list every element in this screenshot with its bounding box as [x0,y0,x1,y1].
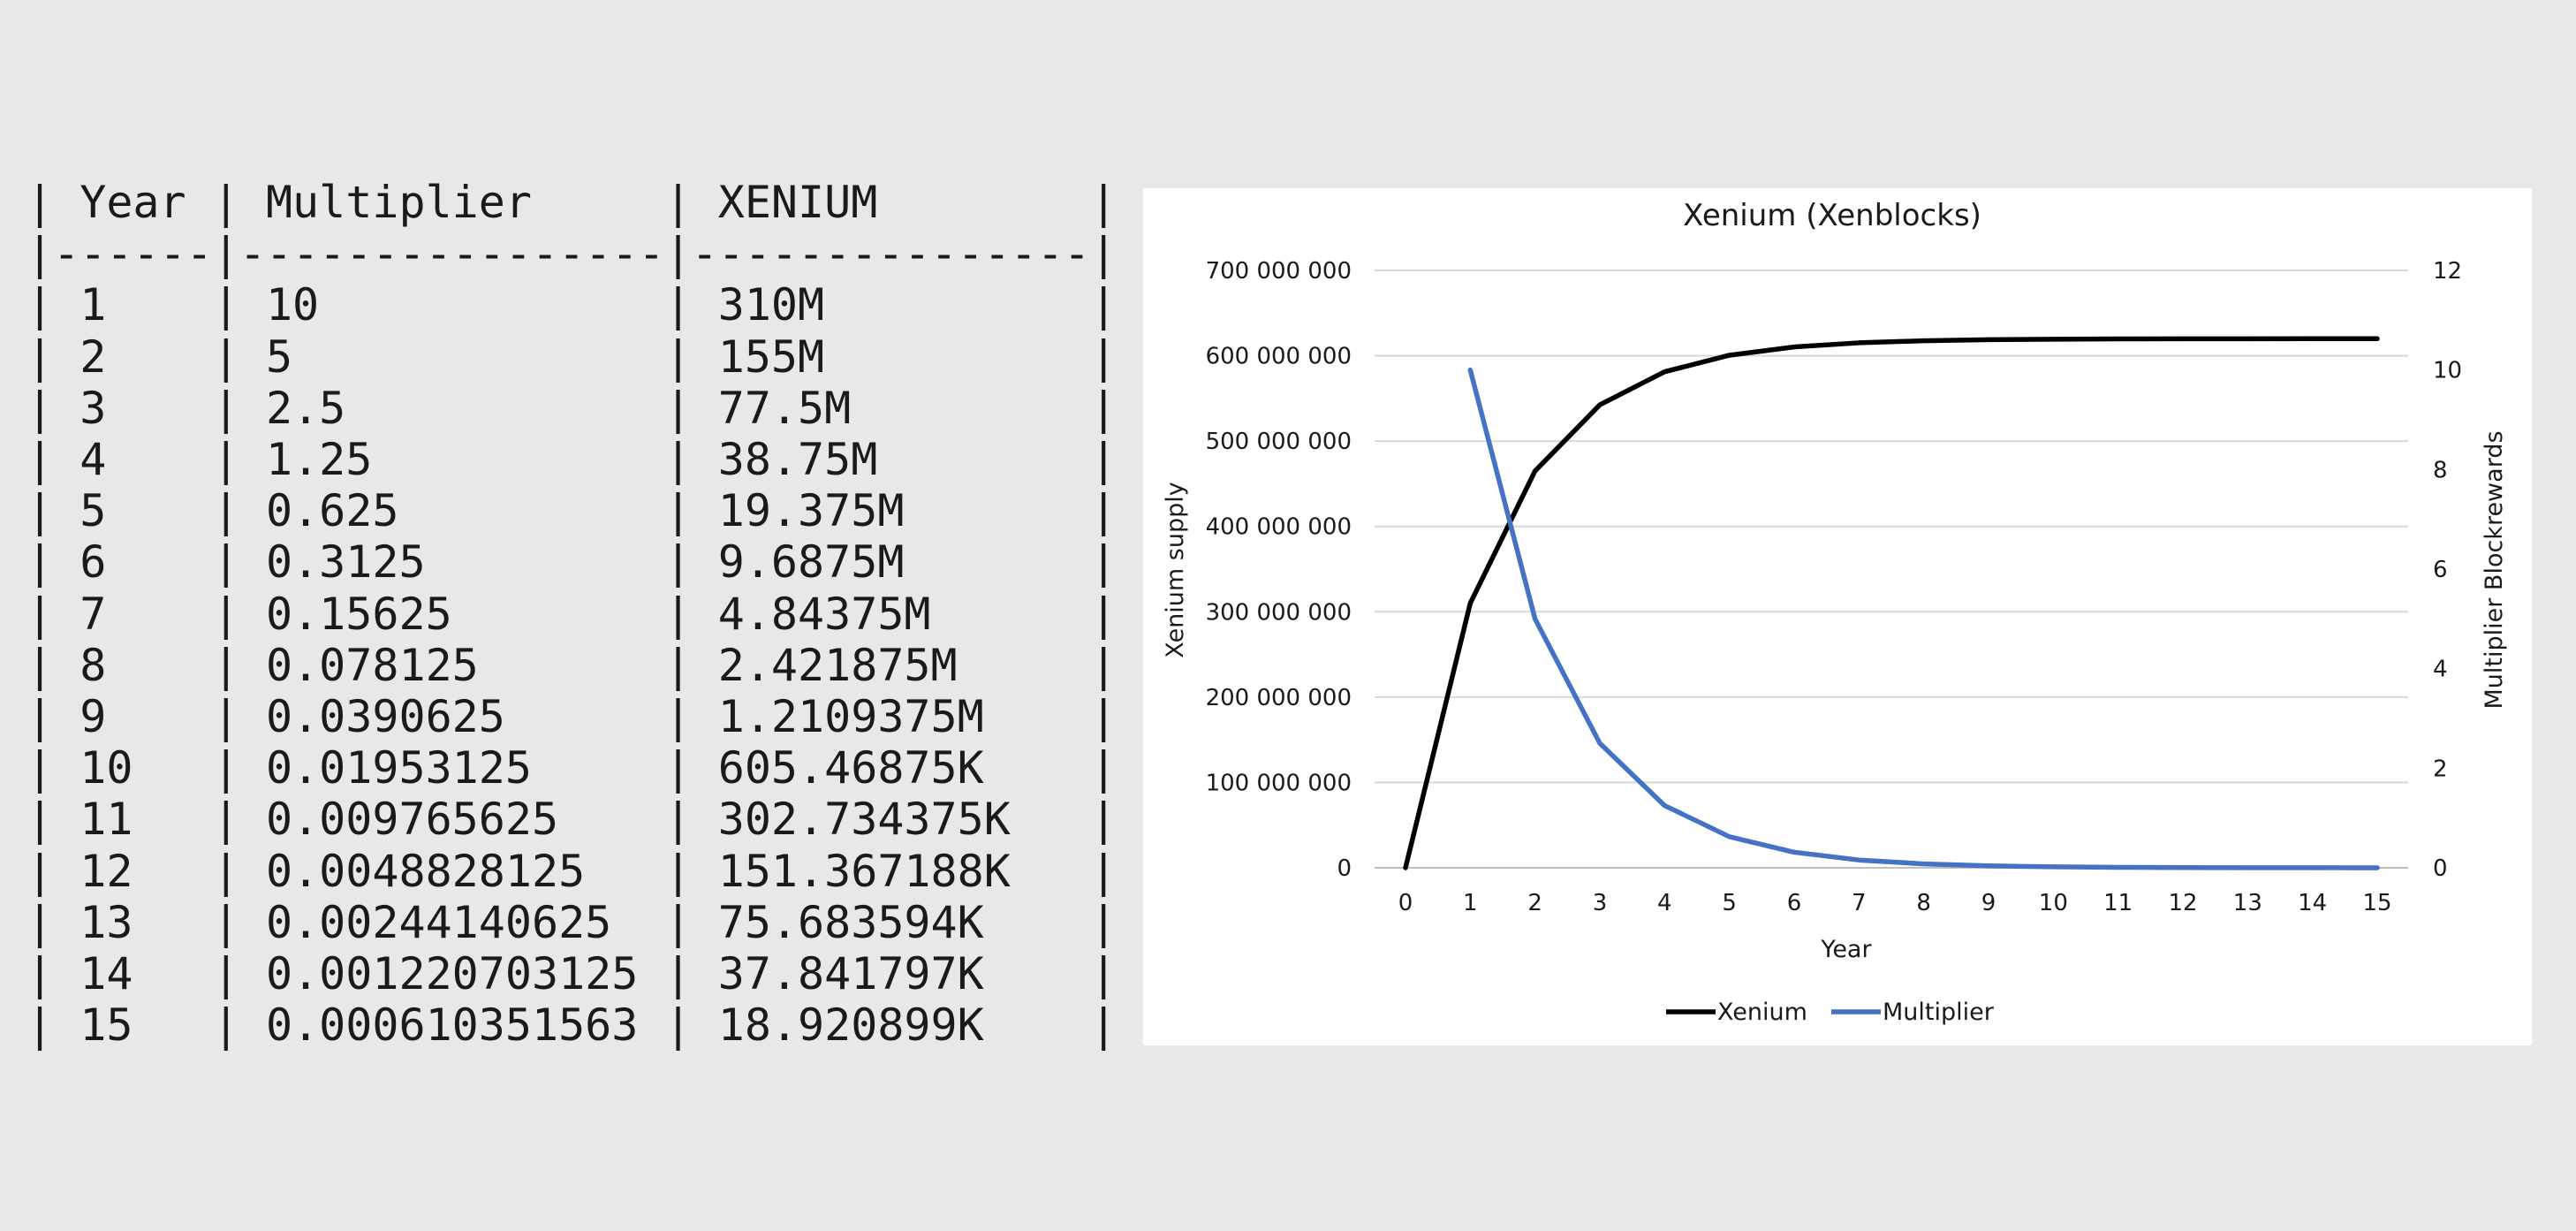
table-cell: 7 [80,588,213,640]
table-cell: 0.01953125 [265,742,665,794]
table-cell: 2.421875M [717,639,1091,691]
x-tick-label: 7 [1852,890,1867,916]
table-cell: 0.078125 [265,639,665,691]
chart-panel: Xenium (Xenblocks) Xenium supply Multipl… [1143,188,2532,1045]
x-tick-label: 1 [1463,890,1478,916]
table-cell: 10 [265,279,665,331]
table-cell: 11 [80,794,213,846]
table-cell: 0.0048828125 [265,845,665,897]
table-cell: 302.734375K [717,794,1091,846]
x-tick-label: 5 [1722,890,1737,916]
x-tick-label: 14 [2298,890,2327,916]
table-cell: 0.009765625 [265,794,665,846]
table-cell: 77.5M [717,382,1091,434]
legend-label: Xenium [1717,999,1807,1026]
x-tick-label: 6 [1787,890,1802,916]
table-cell: 6 [80,536,213,589]
chart-title: Xenium (Xenblocks) [1683,198,1981,233]
x-tick-label: 13 [2233,890,2262,916]
table-cell: 605.46875K [717,742,1091,794]
table-cell: 3 [80,382,213,434]
table-cell: 0.3125 [265,536,665,589]
x-tick-label: 3 [1593,890,1608,916]
y2-tick-label: 2 [2433,756,2448,782]
table-cell: 0.00244140625 [265,896,665,948]
table-cell: 38.75M [717,434,1091,486]
table-cell: 1 [80,279,213,331]
table-cell: 0.0390625 [265,691,665,743]
table-cell: 0.000610351563 [265,999,665,1052]
table-cell: 5 [80,485,213,537]
table-cell: 5 [265,331,665,383]
y-tick-label: 500 000 000 [1206,429,1352,455]
y2-axis-label: Multiplier Blockrewards [2481,430,2508,709]
table-cell: 12 [80,845,213,897]
series-line-xenium [1403,336,2380,870]
legend-label: Multiplier [1883,999,1995,1026]
table-cell: 0.001220703125 [265,948,665,1000]
x-tick-label: 9 [1981,890,1996,916]
table-cell: 37.841797K [717,948,1091,1000]
y2-tick-label: 8 [2433,457,2448,483]
table-cell: 15 [80,999,213,1052]
y-tick-label: 0 [1337,855,1352,882]
y2-tick-label: 6 [2433,557,2448,583]
y-tick-label: 300 000 000 [1206,599,1352,626]
x-tick-label: 11 [2103,890,2133,916]
table-header-cell: XENIUM [717,177,1091,228]
table-cell: 2 [80,331,213,383]
table-cell: 4 [80,434,213,486]
line-chart: Xenium (Xenblocks) Xenium supply Multipl… [1162,198,2508,1026]
y2-tick-label: 10 [2433,358,2462,384]
table-cell: 9.6875M [717,536,1091,589]
table-cell: 14 [80,948,213,1000]
table-header-cell: Multiplier [265,177,665,228]
table-cell: 1.25 [265,434,665,486]
y-tick-label: 100 000 000 [1206,770,1352,796]
table-cell: 9 [80,691,213,743]
x-axis-label: Year [1820,936,1872,963]
y2-tick-label: 4 [2433,657,2448,683]
series-line-multiplier [1467,367,2380,870]
x-tick-label: 0 [1398,890,1413,916]
table-cell: 18.920899K [717,999,1091,1052]
x-tick-label: 10 [2039,890,2068,916]
y2-tick-label: 0 [2433,855,2448,882]
x-tick-label: 8 [1916,890,1931,916]
table-cell: 75.683594K [717,896,1091,948]
y-tick-label: 400 000 000 [1206,514,1352,541]
table-cell: 155M [717,331,1091,383]
table-cell: 8 [80,639,213,691]
x-tick-label: 12 [2168,890,2197,916]
x-tick-label: 4 [1657,890,1672,916]
y-tick-label: 200 000 000 [1206,685,1352,711]
table-cell: 13 [80,896,213,948]
table-cell: 0.15625 [265,588,665,640]
x-tick-label: 2 [1527,890,1542,916]
y-tick-label: 700 000 000 [1206,258,1352,285]
y-tick-label: 600 000 000 [1206,344,1352,370]
table-cell: 10 [80,742,213,794]
table-cell: 310M [717,279,1091,331]
y2-tick-label: 12 [2433,258,2462,285]
table-cell: 1.2109375M [717,691,1091,743]
y-axis-label: Xenium supply [1162,482,1189,657]
table-header-cell: Year [80,177,213,228]
table-cell: 19.375M [717,485,1091,537]
table-cell: 151.367188K [717,845,1091,897]
table-cell: 0.625 [265,485,665,537]
data-table: | Year | Multiplier | XENIUM | |------|-… [27,177,1118,1052]
table-cell: 2.5 [265,382,665,434]
table-cell: 4.84375M [717,588,1091,640]
x-tick-label: 15 [2362,890,2391,916]
